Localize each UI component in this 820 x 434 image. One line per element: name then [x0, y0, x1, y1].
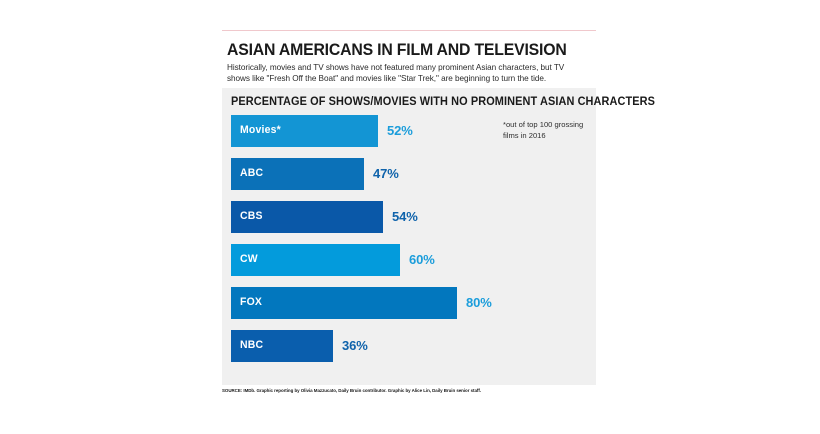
bar-value-label: 54%	[392, 209, 418, 224]
chart-title: PERCENTAGE OF SHOWS/MOVIES WITH NO PROMI…	[231, 96, 655, 108]
bar-value-label: 47%	[373, 166, 399, 181]
bar-category-label: CW	[240, 253, 258, 265]
bar-cbs: CBS	[231, 201, 383, 233]
bar-value-label: 60%	[409, 252, 435, 267]
bar-row: NBC 36%	[231, 330, 587, 362]
bar-abc: ABC	[231, 158, 364, 190]
bar-row: CW 60%	[231, 244, 587, 276]
bar-value-label: 52%	[387, 123, 413, 138]
bar-value-label: 36%	[342, 338, 368, 353]
bar-category-label: FOX	[240, 296, 263, 308]
bar-value-label: 80%	[466, 295, 492, 310]
header-divider	[222, 30, 596, 31]
chart-panel: PERCENTAGE OF SHOWS/MOVIES WITH NO PROMI…	[222, 88, 655, 385]
bar-row: FOX 80%	[231, 287, 587, 319]
bar-category-label: CBS	[240, 210, 263, 222]
bar-chart: Movies* 52% ABC 47% CBS 54% CW 60% FOX 80% NBC 36%	[231, 115, 587, 373]
bar-category-label: NBC	[240, 339, 264, 351]
chart-footnote: *out of top 100 grossing films in 2016	[503, 120, 584, 140]
bar-category-label: ABC	[240, 167, 264, 179]
infographic-container: ASIAN AMERICANS IN FILM AND TELEVISION H…	[222, 30, 655, 404]
bar-movies: Movies*	[231, 115, 378, 147]
headline: ASIAN AMERICANS IN FILM AND TELEVISION	[227, 40, 567, 59]
bar-fox: FOX	[231, 287, 457, 319]
bar-row: CBS 54%	[231, 201, 587, 233]
source-credit: SOURCE: IMDb. Graphic reporting by Olivi…	[222, 388, 481, 393]
deck-text: Historically, movies and TV shows have n…	[227, 63, 565, 84]
bar-category-label: Movies*	[240, 124, 281, 136]
bar-row: ABC 47%	[231, 158, 587, 190]
bar-row: Movies* 52%	[231, 115, 587, 147]
bar-nbc: NBC	[231, 330, 333, 362]
bar-cw: CW	[231, 244, 400, 276]
